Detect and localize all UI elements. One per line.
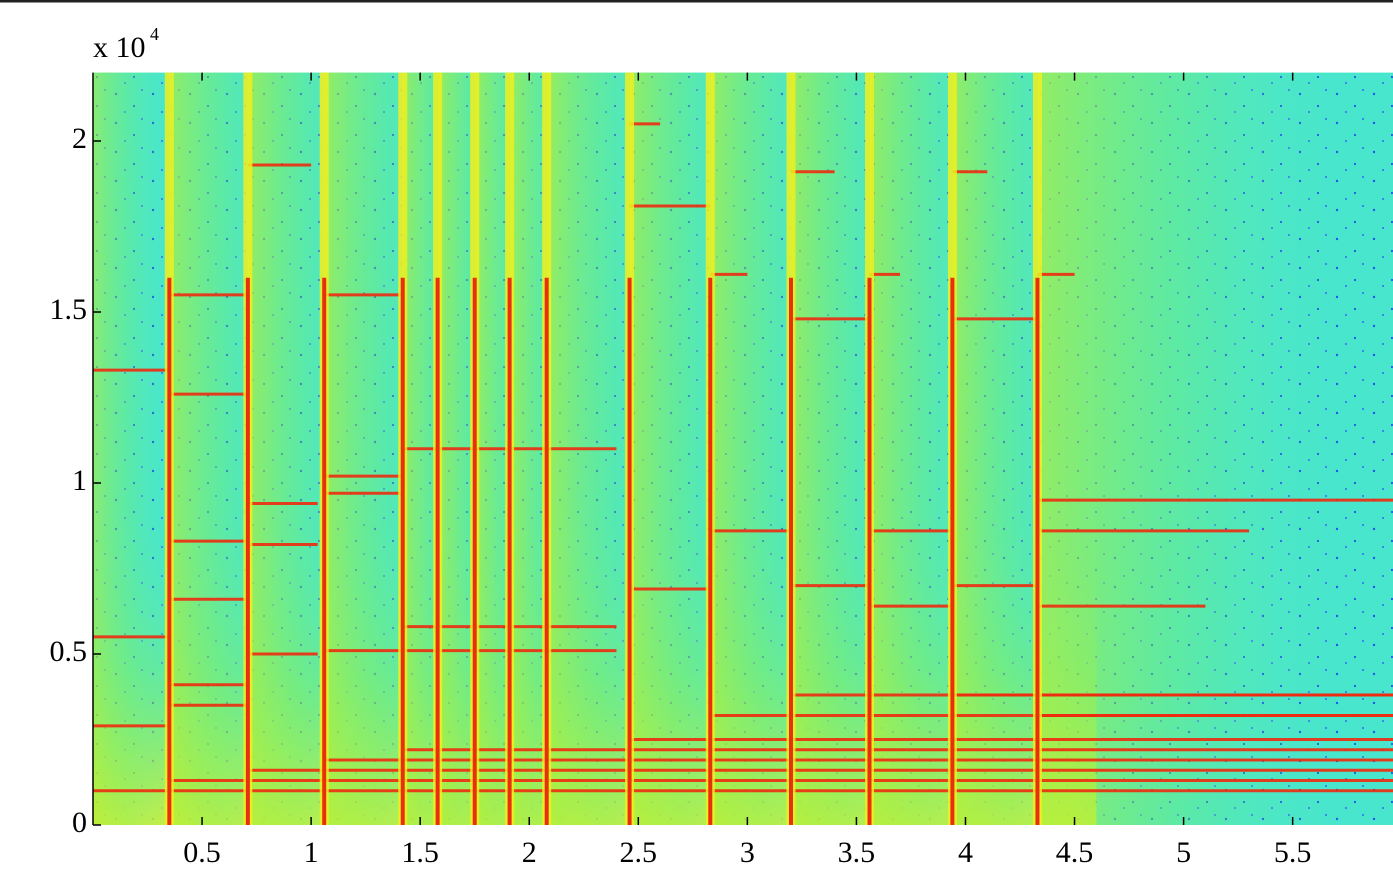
y-scale-label: x 10	[93, 31, 146, 64]
y-tick-label: 1	[72, 464, 87, 497]
x-tick-label: 4.5	[1056, 836, 1094, 869]
x-tick-label: 0.5	[183, 836, 221, 869]
x-tick-label: 1.5	[401, 836, 439, 869]
y-tick-label: 0.5	[50, 635, 88, 668]
y-tick-label: 0	[72, 806, 87, 839]
x-tick-label: 3	[740, 836, 755, 869]
x-tick-label: 2	[522, 836, 537, 869]
x-tick-label: 2.5	[620, 836, 658, 869]
x-tick-label: 5	[1176, 836, 1191, 869]
x-tick-label: 4	[958, 836, 973, 869]
x-tick-label: 3.5	[838, 836, 876, 869]
decay-glow	[93, 72, 170, 826]
decay-glow	[1037, 72, 1330, 826]
x-tick-label: 5.5	[1274, 836, 1312, 869]
y-tick-label: 2	[72, 122, 87, 155]
y-scale-exponent: 4	[150, 24, 159, 44]
x-tick-label: 1	[304, 836, 319, 869]
plot-area	[93, 72, 1393, 826]
y-tick-label: 1.5	[50, 293, 88, 326]
